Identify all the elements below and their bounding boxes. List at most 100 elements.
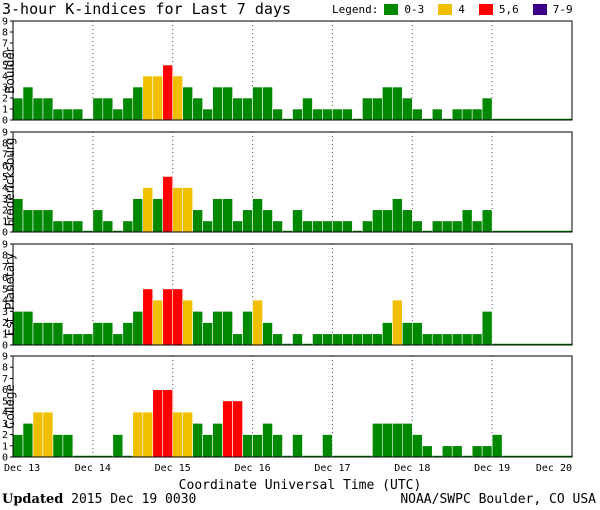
k-index-bar — [481, 209, 493, 233]
k-index-bar — [172, 288, 183, 346]
k-index-bar — [22, 209, 34, 233]
k-index-bar — [242, 209, 253, 233]
k-index-bar — [92, 322, 104, 346]
k-index-bar — [322, 333, 333, 346]
k-index-bar — [382, 86, 393, 121]
k-index-bar — [242, 311, 253, 346]
k-index-bar — [132, 198, 144, 233]
k-index-bar — [162, 288, 174, 346]
y-tick-label: 5 — [2, 61, 8, 72]
k-index-bar — [22, 86, 34, 121]
x-tick-label: Dec 15 — [155, 463, 191, 474]
k-index-bar — [292, 434, 303, 458]
y-tick-label: 4 — [2, 183, 8, 194]
legend: Legend: 0-3 4 5,6 7-9 — [332, 3, 573, 16]
k-index-bar — [102, 220, 114, 233]
x-tick-label: Dec 18 — [394, 463, 430, 474]
k-index-bar — [232, 400, 243, 458]
x-tick-label: Dec 20 — [536, 463, 572, 474]
y-tick-label: 7 — [2, 39, 8, 50]
k-index-bar — [132, 311, 144, 346]
k-index-bar — [222, 198, 233, 233]
k-index-bar — [42, 322, 54, 346]
station-label: College — [3, 384, 17, 429]
k-index-bar — [272, 108, 283, 121]
panel-frame — [12, 20, 573, 121]
legend-label-4: 4 — [458, 3, 465, 16]
k-index-bar — [471, 333, 483, 346]
k-index-bar — [72, 333, 84, 346]
y-tick-label: 6 — [2, 273, 8, 284]
y-tick-label: 5 — [2, 396, 8, 407]
k-index-bar — [42, 209, 54, 233]
legend-swatch-4 — [438, 4, 453, 15]
k-index-bar — [471, 220, 483, 233]
k-index-bar — [382, 423, 393, 458]
legend-swatch-7-9 — [532, 4, 547, 15]
k-index-bar — [192, 311, 203, 346]
k-index-bar — [42, 411, 54, 458]
k-index-bar — [372, 423, 383, 458]
x-tick-label: Dec 17 — [314, 463, 350, 474]
k-index-bar — [411, 220, 423, 233]
k-index-bar — [382, 209, 393, 233]
k-index-bar — [262, 423, 273, 458]
k-index-bar — [232, 97, 243, 121]
k-index-bar — [481, 311, 493, 346]
k-index-bar — [52, 108, 64, 121]
legend-title: Legend: — [332, 3, 379, 16]
k-index-bar — [162, 64, 174, 121]
chart-title: 3-hour K-indices for Last 7 days — [2, 0, 291, 18]
k-index-bar — [202, 108, 213, 121]
k-index-bar — [272, 220, 283, 233]
k-index-bar — [262, 209, 273, 233]
k-index-bar — [242, 434, 253, 458]
k-index-bar — [212, 198, 223, 233]
y-tick-label: 2 — [2, 94, 8, 105]
updated-value: 2015 Dec 19 0030 — [71, 492, 197, 507]
y-tick-label: 3 — [2, 83, 8, 94]
k-index-bar — [132, 86, 144, 121]
k-index-bar — [222, 86, 233, 121]
panel-frame — [12, 243, 573, 346]
k-index-bar — [62, 333, 74, 346]
k-index-bar — [122, 322, 134, 346]
k-index-bar — [92, 97, 104, 121]
k-index-bar — [421, 333, 433, 346]
y-tick-label: 1 — [2, 329, 8, 340]
y-tick-label: 0 — [2, 228, 8, 239]
k-index-bar — [252, 299, 263, 346]
k-index-bar — [222, 311, 233, 346]
k-index-bar — [312, 220, 323, 233]
x-tick-label: Dec 19 — [474, 463, 510, 474]
y-tick-label: 4 — [2, 408, 8, 419]
k-index-bar — [252, 86, 263, 121]
k-index-bar — [72, 108, 84, 121]
legend-label-0-3: 0-3 — [404, 3, 425, 16]
k-index-bar — [152, 75, 164, 121]
k-index-bar — [142, 75, 154, 121]
k-index-bar — [481, 97, 493, 121]
k-index-bar — [421, 445, 433, 458]
k-index-bar — [182, 299, 193, 346]
k-index-bar — [491, 434, 503, 458]
k-index-bar — [122, 220, 134, 233]
k-index-bar — [402, 423, 413, 458]
y-tick-label: 5 — [2, 284, 8, 295]
k-index-bar — [312, 108, 323, 121]
k-index-bar — [322, 220, 333, 233]
k-index-bar — [402, 97, 413, 121]
k-index-bar — [411, 434, 423, 458]
k-index-bar — [411, 108, 423, 121]
y-tick-label: 3 — [2, 307, 8, 318]
legend-label-7-9: 7-9 — [552, 3, 573, 16]
k-index-bar — [441, 445, 453, 458]
y-tick-label: 9 — [2, 240, 8, 251]
k-index-bar — [402, 322, 413, 346]
k-index-bar — [232, 333, 243, 346]
y-tick-label: 3 — [2, 419, 8, 430]
legend-item-0-3: 0-3 — [384, 3, 424, 16]
footer-updated: Updated 2015 Dec 19 0030 — [2, 492, 196, 507]
k-index-bar — [302, 97, 313, 121]
k-index-bar — [12, 434, 24, 458]
